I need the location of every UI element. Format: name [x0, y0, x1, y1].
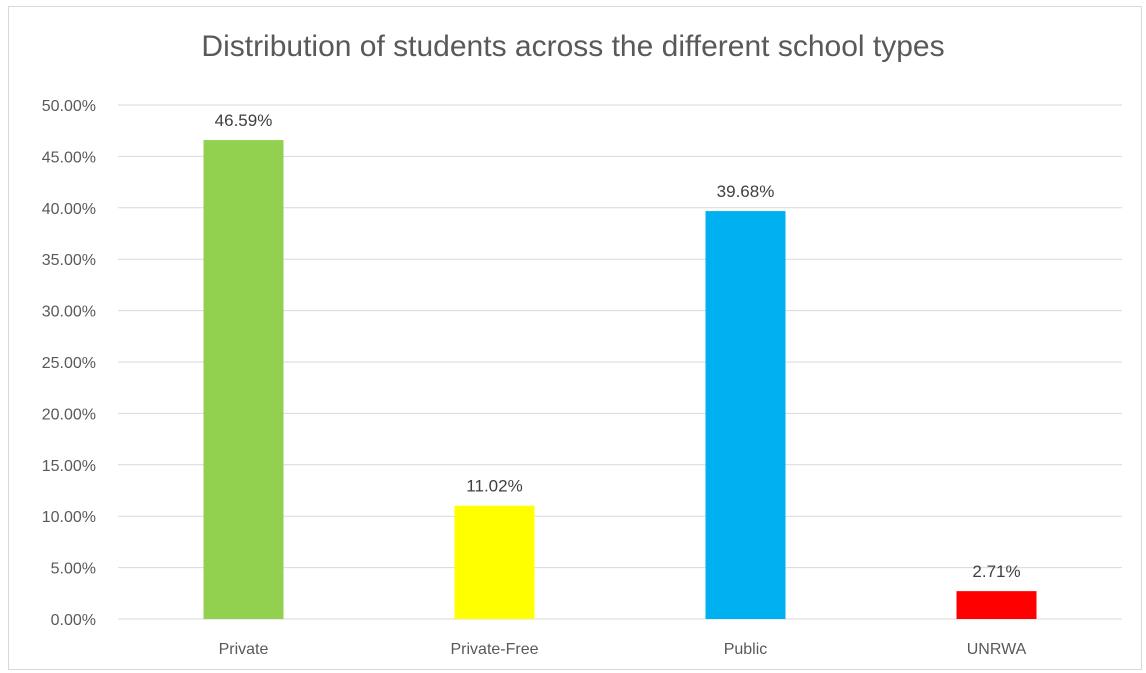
x-category-label: Public: [724, 641, 768, 658]
bar-private-free: [454, 505, 535, 619]
data-label: 2.71%: [972, 562, 1020, 581]
data-label: 11.02%: [466, 477, 522, 496]
data-label: 46.59%: [215, 111, 273, 130]
data-label: 39.68%: [717, 182, 775, 201]
x-category-label: Private-Free: [450, 641, 538, 658]
x-axis-category-labels: Private Private-Free Public UNRWA: [219, 641, 1027, 658]
y-tick-label: 50.00%: [42, 98, 96, 115]
y-tick-label: 15.00%: [42, 458, 96, 475]
gridlines: [118, 104, 1122, 620]
bars: [203, 140, 1037, 619]
y-tick-label: 45.00%: [42, 149, 96, 166]
x-category-label: UNRWA: [967, 641, 1027, 658]
y-tick-label: 0.00%: [51, 612, 96, 629]
x-category-label: Private: [219, 641, 269, 658]
y-tick-label: 40.00%: [42, 201, 96, 218]
bar-unrwa: [956, 591, 1037, 619]
bar-private: [203, 140, 284, 619]
y-tick-label: 5.00%: [51, 561, 96, 578]
data-labels: 46.59% 11.02% 39.68% 2.71%: [215, 111, 1021, 581]
y-tick-label: 10.00%: [42, 509, 96, 526]
y-axis-tick-labels: 0.00% 5.00% 10.00% 15.00% 20.00% 25.00% 30.00%…: [42, 98, 96, 629]
y-tick-label: 30.00%: [42, 304, 96, 321]
y-tick-label: 35.00%: [42, 252, 96, 269]
y-tick-label: 20.00%: [42, 406, 96, 423]
bar-public: [705, 211, 786, 619]
chart-title: Distribution of students across the diff…: [201, 30, 945, 63]
chart-frame: [8, 6, 1142, 670]
y-tick-label: 25.00%: [42, 355, 96, 372]
